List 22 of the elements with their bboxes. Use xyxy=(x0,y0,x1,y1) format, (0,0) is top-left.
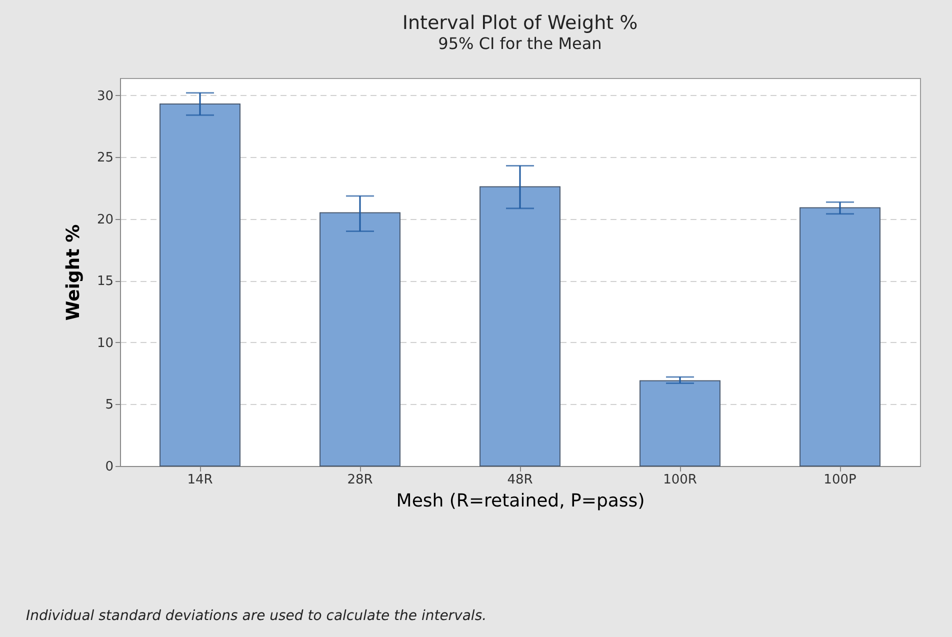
y-tick-label: 25 xyxy=(96,150,114,166)
y-tick-label: 0 xyxy=(105,460,114,474)
y-tick-label: 10 xyxy=(96,336,114,351)
bar xyxy=(320,212,400,466)
y-tick-label: 20 xyxy=(96,212,114,228)
x-axis-title: Mesh (R=retained, P=pass) xyxy=(396,490,645,512)
y-tick-label: 30 xyxy=(96,88,114,104)
x-tick-label: 100R xyxy=(663,472,697,488)
bar xyxy=(800,207,880,466)
chart-subtitle: 95% CI for the Mean xyxy=(438,34,602,53)
y-tick-label: 5 xyxy=(105,398,114,413)
bar xyxy=(640,380,720,466)
x-tick-label: 14R xyxy=(187,472,213,488)
bar xyxy=(160,103,240,466)
chart-title: Interval Plot of Weight % xyxy=(402,12,638,34)
y-axis-title: Weight % xyxy=(62,224,84,321)
text: Individual standard deviations are used to calculate the intervals. xyxy=(26,608,487,624)
x-tick-label: 48R xyxy=(507,472,533,488)
x-tick-label: 28R xyxy=(347,472,373,488)
y-tick-label: 15 xyxy=(96,274,114,290)
bar xyxy=(480,186,560,466)
x-tick-label: 100P xyxy=(824,472,856,488)
